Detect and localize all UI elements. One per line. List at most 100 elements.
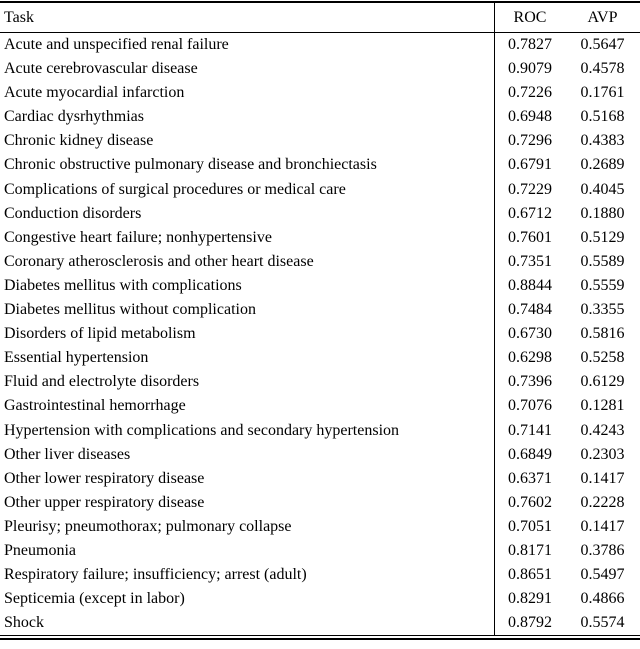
task-cell: Pleurisy; pneumothorax; pulmonary collap… — [4, 517, 292, 535]
roc-value-cell: 0.7396 — [508, 373, 552, 391]
metrics-cell-group: 0.7229 0.4045 — [494, 177, 640, 202]
metrics-cell-group: 0.7484 0.3355 — [494, 298, 640, 323]
column-header-avp: AVP — [587, 9, 618, 26]
avp-value-cell: 0.1880 — [580, 204, 625, 222]
task-cell: Acute and unspecified renal failure — [4, 36, 229, 53]
roc-value-cell: 0.8844 — [508, 276, 552, 294]
avp-value-cell: 0.5497 — [580, 566, 625, 584]
avp-value-cell: 0.4578 — [580, 60, 625, 78]
task-cell: Conduction disorders — [4, 204, 142, 222]
table-row: Acute myocardial infarction 0.7226 0.1761 — [0, 81, 640, 106]
metrics-cell-group: 0.9079 0.4578 — [494, 57, 640, 82]
table-row: Shock 0.8792 0.5574 — [0, 611, 640, 636]
table-row: Diabetes mellitus without complication 0.… — [0, 298, 640, 323]
roc-value-cell: 0.7226 — [508, 84, 552, 102]
table-row: Conduction disorders 0.6712 0.1880 — [0, 201, 640, 226]
table-row: Congestive heart failure; nonhypertensiv… — [0, 225, 640, 250]
metrics-cell-group: 0.6298 0.5258 — [494, 346, 640, 371]
roc-value-cell: 0.7141 — [508, 421, 552, 439]
metrics-cell-group: 0.8651 0.5497 — [494, 563, 640, 588]
metrics-cell-group: 0.7396 0.6129 — [494, 370, 640, 395]
metrics-cell-group: 0.6730 0.5816 — [494, 322, 640, 347]
roc-value-cell: 0.7051 — [508, 517, 552, 535]
metrics-cell-group: 0.7351 0.5589 — [494, 249, 640, 274]
task-cell: Pneumonia — [4, 541, 76, 559]
table-row: Disorders of lipid metabolism 0.6730 0.581… — [0, 322, 640, 347]
roc-value-cell: 0.7351 — [508, 252, 552, 270]
table-row: Fluid and electrolyte disorders 0.7396 0.6… — [0, 370, 640, 395]
roc-value-cell: 0.7296 — [508, 132, 552, 150]
table-row: Gastrointestinal hemorrhage 0.7076 0.1281 — [0, 394, 640, 419]
metrics-cell-group: 0.7602 0.2228 — [494, 490, 640, 515]
roc-value-cell: 0.8792 — [508, 614, 552, 632]
metrics-header-group: ROC AVP — [494, 3, 640, 32]
task-cell: Other lower respiratory disease — [4, 469, 205, 487]
table-row: Acute and unspecified renal failure 0.782… — [0, 33, 640, 58]
metrics-cell-group: 0.8792 0.5574 — [494, 611, 640, 636]
avp-value-cell: 0.2228 — [580, 493, 625, 511]
roc-value-cell: 0.8651 — [508, 566, 552, 584]
metrics-cell-group: 0.6948 0.5168 — [494, 105, 640, 130]
avp-value-cell: 0.1761 — [580, 84, 625, 102]
task-cell: Septicemia (except in labor) — [4, 590, 185, 608]
task-cell: Congestive heart failure; nonhypertensiv… — [4, 228, 272, 246]
table-row: Chronic obstructive pulmonary disease an… — [0, 153, 640, 178]
task-cell: Gastrointestinal hemorrhage — [4, 397, 186, 415]
avp-value-cell: 0.5589 — [580, 252, 625, 270]
metrics-cell-group: 0.8171 0.3786 — [494, 538, 640, 564]
roc-value-cell: 0.9079 — [508, 60, 552, 78]
table-row: Pleurisy; pneumothorax; pulmonary collap… — [0, 514, 640, 539]
roc-value-cell: 0.6791 — [508, 156, 552, 174]
avp-value-cell: 0.4866 — [580, 590, 625, 608]
metrics-cell-group: 0.8844 0.5559 — [494, 273, 640, 299]
metrics-cell-group: 0.7226 0.1761 — [494, 81, 640, 106]
roc-value-cell: 0.6371 — [508, 469, 552, 487]
avp-value-cell: 0.2689 — [580, 156, 625, 174]
table-bottom-thick-rule — [0, 638, 640, 641]
task-cell: Other upper respiratory disease — [4, 493, 205, 511]
avp-value-cell: 0.1417 — [580, 517, 625, 535]
avp-value-cell: 0.3355 — [580, 301, 625, 319]
table-row: Respiratory failure; insufficiency; arre… — [0, 563, 640, 588]
table-row: Other lower respiratory disease 0.6371 0.1… — [0, 466, 640, 491]
table-row: Septicemia (except in labor) 0.8291 0.4866 — [0, 587, 640, 612]
roc-value-cell: 0.8171 — [508, 541, 552, 559]
avp-value-cell: 0.5647 — [580, 36, 625, 53]
roc-value-cell: 0.7076 — [508, 397, 552, 415]
table-row: Pneumonia 0.8171 0.3786 — [0, 538, 640, 564]
roc-value-cell: 0.7827 — [508, 36, 552, 53]
task-cell: Diabetes mellitus without complication — [4, 301, 256, 319]
table-row: Essential hypertension 0.6298 0.5258 — [0, 346, 640, 371]
metrics-cell-group: 0.6791 0.2689 — [494, 153, 640, 178]
roc-value-cell: 0.7484 — [508, 301, 552, 319]
task-cell: Chronic kidney disease — [4, 132, 154, 150]
roc-value-cell: 0.7602 — [508, 493, 552, 511]
task-cell: Fluid and electrolyte disorders — [4, 373, 200, 391]
roc-value-cell: 0.7229 — [508, 180, 552, 198]
avp-value-cell: 0.5258 — [580, 349, 625, 367]
task-cell: Respiratory failure; insufficiency; arre… — [4, 566, 307, 584]
metrics-cell-group: 0.7296 0.4383 — [494, 129, 640, 154]
metrics-cell-group: 0.6712 0.1880 — [494, 201, 640, 226]
table-row: Other liver diseases 0.6849 0.2303 — [0, 442, 640, 467]
task-cell: Shock — [4, 614, 44, 632]
avp-value-cell: 0.3786 — [580, 541, 625, 559]
roc-value-cell: 0.7601 — [508, 228, 552, 246]
metrics-cell-group: 0.7076 0.1281 — [494, 394, 640, 419]
task-cell: Acute cerebrovascular disease — [4, 60, 198, 78]
table-row: Other upper respiratory disease 0.7602 0.2… — [0, 490, 640, 515]
metrics-cell-group: 0.7051 0.1417 — [494, 514, 640, 539]
table-row: Coronary atherosclerosis and other heart… — [0, 249, 640, 274]
table-row: Diabetes mellitus with complications 0.88… — [0, 273, 640, 299]
avp-value-cell: 0.4383 — [580, 132, 625, 150]
avp-value-cell: 0.6129 — [580, 373, 625, 391]
metrics-cell-group: 0.7601 0.5129 — [494, 225, 640, 250]
table-row: Cardiac dysrhythmias 0.6948 0.5168 — [0, 105, 640, 130]
column-header-roc: ROC — [513, 9, 547, 26]
task-cell: Chronic obstructive pulmonary disease an… — [4, 156, 377, 174]
avp-value-cell: 0.1281 — [580, 397, 625, 415]
task-cell: Hypertension with complications and seco… — [4, 421, 400, 439]
task-cell: Other liver diseases — [4, 445, 131, 463]
table-bottom-thin-rule — [0, 635, 640, 637]
table-row: Chronic kidney disease 0.7296 0.4383 — [0, 129, 640, 154]
